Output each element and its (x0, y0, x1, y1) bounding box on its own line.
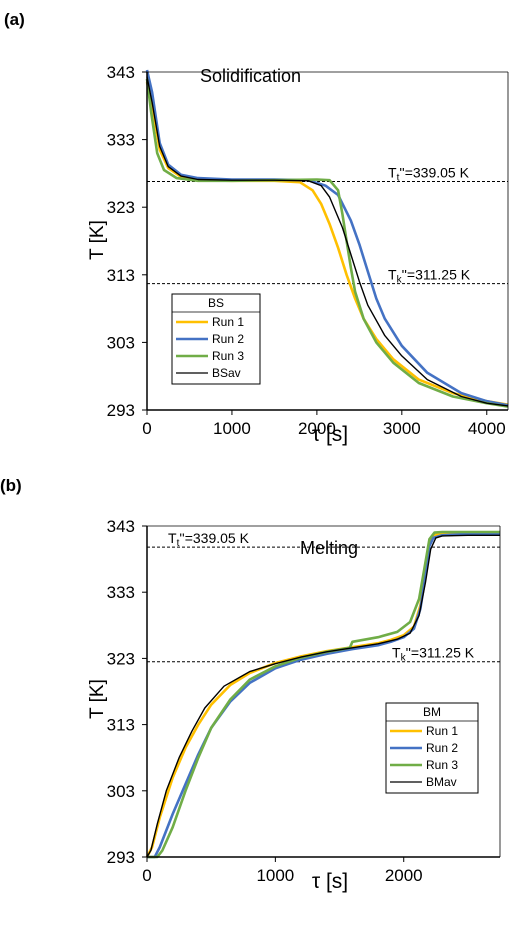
y-tick-label: 303 (107, 333, 135, 352)
y-tick-label: 333 (107, 583, 135, 602)
series-line-run-2 (147, 532, 500, 859)
x-tick-label: 1000 (213, 419, 251, 438)
y-tick-label: 323 (107, 198, 135, 217)
legend-label: BSav (212, 366, 241, 380)
chart-solidification: Tt''=339.05 K Tk''=311.25 K 293 303 313 323 33… (87, 63, 509, 446)
panel-a: (a) Tt''=339.05 K Tk''=311.25 K 293 303 313 3… (4, 10, 509, 446)
panel-b: (b) Tt''=339.05 K Tk''=311.25 K 293 303 313 3… (0, 470, 509, 929)
legend-title: BS (208, 296, 224, 310)
chart-melting: Tt''=339.05 K Tk''=311.25 K 293 303 313 323 33… (87, 517, 501, 893)
y-tick-label: 313 (107, 716, 135, 735)
series-line-run-3 (145, 78, 509, 408)
panel-label: (b) (0, 476, 22, 495)
x-tick-label: 4000 (468, 419, 506, 438)
y-tick-label: 293 (107, 401, 135, 420)
y-tick-label: 343 (107, 517, 135, 536)
series-line-bsav (146, 76, 509, 407)
legend-label: Run 3 (426, 758, 458, 772)
x-tick-label: 2000 (385, 866, 423, 885)
panel-label: (a) (4, 10, 25, 29)
legend-label: Run 2 (212, 332, 244, 346)
y-tick-label: 333 (107, 131, 135, 150)
y-tick-label: 323 (107, 649, 135, 668)
plot-area (147, 526, 500, 857)
x-axis-label: τ [s] (312, 870, 348, 893)
reference-label: Tk''=311.25 K (388, 267, 471, 286)
legend-label: Run 1 (426, 724, 458, 738)
y-tick-label: 313 (107, 266, 135, 285)
series-line-run-1 (145, 81, 509, 406)
legend-label: Run 1 (212, 315, 244, 329)
chart-title: Solidification (200, 66, 301, 86)
x-axis-label: τ [s] (312, 423, 348, 446)
series-line-bmav (146, 534, 500, 858)
x-tick-label: 0 (142, 866, 151, 885)
reference-label: Tk''=311.25 K (392, 645, 475, 664)
y-tick-label: 343 (107, 63, 135, 82)
legend-label: Run 2 (426, 741, 458, 755)
legend-title: BM (423, 705, 441, 719)
x-tick-label: 0 (142, 419, 151, 438)
x-tick-label: 1000 (256, 866, 294, 885)
reference-label: Tt''=339.05 K (168, 530, 250, 549)
y-tick-label: 303 (107, 782, 135, 801)
y-axis-label: T [K] (87, 679, 108, 719)
y-axis-label: T [K] (87, 220, 108, 260)
legend-label: Run 3 (212, 349, 244, 363)
x-tick-label: 2000 (298, 419, 336, 438)
legend-label: BMav (426, 775, 457, 789)
x-tick-label: 3000 (383, 419, 421, 438)
y-tick-label: 293 (107, 848, 135, 867)
chart-title: Melting (300, 538, 358, 558)
reference-label: Tt''=339.05 K (388, 165, 470, 184)
